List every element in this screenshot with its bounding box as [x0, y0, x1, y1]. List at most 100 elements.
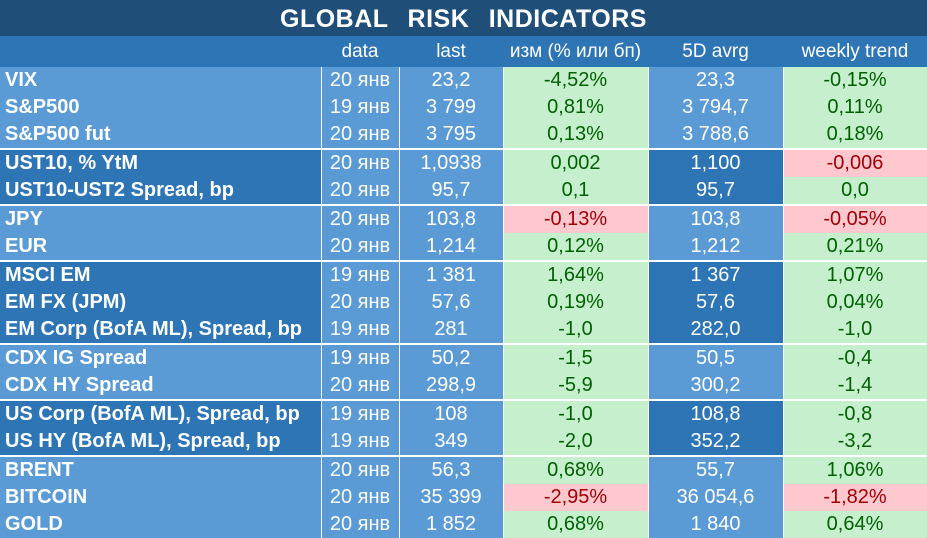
avg-5d-cell[interactable]: 57,6	[648, 289, 784, 316]
avg-5d-cell[interactable]: 3 788,6	[648, 121, 784, 149]
avg-5d-cell[interactable]: 36 054,6	[648, 484, 784, 511]
date-cell[interactable]: 20 янв	[321, 67, 400, 94]
last-value-cell[interactable]: 3 795	[399, 121, 504, 149]
last-value-cell[interactable]: 1 381	[399, 260, 504, 289]
last-value-cell[interactable]: 108	[399, 399, 504, 428]
change-cell[interactable]: -1,5	[503, 343, 649, 372]
indicator-name-cell[interactable]: EUR	[0, 233, 322, 261]
change-cell[interactable]: -4,52%	[503, 67, 649, 94]
indicator-name-cell[interactable]: CDX IG Spread	[0, 343, 322, 372]
date-cell[interactable]: 20 янв	[321, 455, 400, 484]
weekly-trend-cell[interactable]: -0,4	[783, 343, 927, 372]
weekly-trend-cell[interactable]: -1,82%	[783, 484, 927, 511]
weekly-trend-cell[interactable]: -0,15%	[783, 67, 927, 94]
date-cell[interactable]: 20 янв	[321, 204, 400, 233]
date-cell[interactable]: 19 янв	[321, 316, 400, 344]
indicator-name-cell[interactable]: UST10-UST2 Spread, bp	[0, 177, 322, 205]
weekly-trend-cell[interactable]: -3,2	[783, 428, 927, 456]
avg-5d-cell[interactable]: 108,8	[648, 399, 784, 428]
change-cell[interactable]: 0,19%	[503, 289, 649, 316]
date-cell[interactable]: 20 янв	[321, 121, 400, 149]
weekly-trend-cell[interactable]: -0,05%	[783, 204, 927, 233]
avg-5d-cell[interactable]: 95,7	[648, 177, 784, 205]
avg-5d-cell[interactable]: 1 367	[648, 260, 784, 289]
date-cell[interactable]: 20 янв	[321, 372, 400, 400]
avg-5d-cell[interactable]: 103,8	[648, 204, 784, 233]
weekly-trend-cell[interactable]: 0,18%	[783, 121, 927, 149]
indicator-name-cell[interactable]: EM Corp (BofA ML), Spread, bp	[0, 316, 322, 344]
indicator-name-cell[interactable]: VIX	[0, 67, 322, 94]
last-value-cell[interactable]: 57,6	[399, 289, 504, 316]
date-cell[interactable]: 19 янв	[321, 428, 400, 456]
change-cell[interactable]: -2,95%	[503, 484, 649, 511]
change-cell[interactable]: 0,68%	[503, 511, 649, 538]
indicator-name-cell[interactable]: MSCI EM	[0, 260, 322, 289]
indicator-name-cell[interactable]: JPY	[0, 204, 322, 233]
change-cell[interactable]: 0,81%	[503, 94, 649, 121]
indicator-name-cell[interactable]: EM FX (JPM)	[0, 289, 322, 316]
date-cell[interactable]: 20 янв	[321, 511, 400, 538]
weekly-trend-cell[interactable]: 0,21%	[783, 233, 927, 261]
change-cell[interactable]: 0,68%	[503, 455, 649, 484]
weekly-trend-cell[interactable]: -1,4	[783, 372, 927, 400]
indicator-name-cell[interactable]: UST10, % YtM	[0, 148, 322, 177]
avg-5d-cell[interactable]: 300,2	[648, 372, 784, 400]
weekly-trend-cell[interactable]: -0,8	[783, 399, 927, 428]
last-value-cell[interactable]: 1,214	[399, 233, 504, 261]
indicator-name-cell[interactable]: US HY (BofA ML), Spread, bp	[0, 428, 322, 456]
date-cell[interactable]: 20 янв	[321, 148, 400, 177]
indicator-name-cell[interactable]: S&P500 fut	[0, 121, 322, 149]
weekly-trend-cell[interactable]: 1,07%	[783, 260, 927, 289]
weekly-trend-cell[interactable]: 1,06%	[783, 455, 927, 484]
weekly-trend-cell[interactable]: 0,11%	[783, 94, 927, 121]
last-value-cell[interactable]: 103,8	[399, 204, 504, 233]
weekly-trend-cell[interactable]: 0,0	[783, 177, 927, 205]
last-value-cell[interactable]: 298,9	[399, 372, 504, 400]
date-cell[interactable]: 19 янв	[321, 94, 400, 121]
avg-5d-cell[interactable]: 1 840	[648, 511, 784, 538]
date-cell[interactable]: 20 янв	[321, 484, 400, 511]
date-cell[interactable]: 20 янв	[321, 177, 400, 205]
change-cell[interactable]: -5,9	[503, 372, 649, 400]
indicator-name-cell[interactable]: S&P500	[0, 94, 322, 121]
indicator-name-cell[interactable]: CDX HY Spread	[0, 372, 322, 400]
change-cell[interactable]: -1,0	[503, 316, 649, 344]
change-cell[interactable]: 0,13%	[503, 121, 649, 149]
change-cell[interactable]: -2,0	[503, 428, 649, 456]
last-value-cell[interactable]: 56,3	[399, 455, 504, 484]
indicator-name-cell[interactable]: GOLD	[0, 511, 322, 538]
indicator-name-cell[interactable]: US Corp (BofA ML), Spread, bp	[0, 399, 322, 428]
change-cell[interactable]: 1,64%	[503, 260, 649, 289]
last-value-cell[interactable]: 50,2	[399, 343, 504, 372]
date-cell[interactable]: 20 янв	[321, 233, 400, 261]
change-cell[interactable]: 0,1	[503, 177, 649, 205]
date-cell[interactable]: 20 янв	[321, 289, 400, 316]
weekly-trend-cell[interactable]: 0,04%	[783, 289, 927, 316]
date-cell[interactable]: 19 янв	[321, 399, 400, 428]
avg-5d-cell[interactable]: 55,7	[648, 455, 784, 484]
avg-5d-cell[interactable]: 3 794,7	[648, 94, 784, 121]
avg-5d-cell[interactable]: 50,5	[648, 343, 784, 372]
last-value-cell[interactable]: 1,0938	[399, 148, 504, 177]
change-cell[interactable]: -1,0	[503, 399, 649, 428]
avg-5d-cell[interactable]: 352,2	[648, 428, 784, 456]
weekly-trend-cell[interactable]: -0,006	[783, 148, 927, 177]
change-cell[interactable]: -0,13%	[503, 204, 649, 233]
avg-5d-cell[interactable]: 23,3	[648, 67, 784, 94]
avg-5d-cell[interactable]: 282,0	[648, 316, 784, 344]
last-value-cell[interactable]: 3 799	[399, 94, 504, 121]
weekly-trend-cell[interactable]: -1,0	[783, 316, 927, 344]
date-cell[interactable]: 19 янв	[321, 343, 400, 372]
last-value-cell[interactable]: 281	[399, 316, 504, 344]
last-value-cell[interactable]: 23,2	[399, 67, 504, 94]
change-cell[interactable]: 0,002	[503, 148, 649, 177]
change-cell[interactable]: 0,12%	[503, 233, 649, 261]
last-value-cell[interactable]: 35 399	[399, 484, 504, 511]
last-value-cell[interactable]: 95,7	[399, 177, 504, 205]
avg-5d-cell[interactable]: 1,212	[648, 233, 784, 261]
avg-5d-cell[interactable]: 1,100	[648, 148, 784, 177]
last-value-cell[interactable]: 349	[399, 428, 504, 456]
indicator-name-cell[interactable]: BRENT	[0, 455, 322, 484]
date-cell[interactable]: 19 янв	[321, 260, 400, 289]
indicator-name-cell[interactable]: BITCOIN	[0, 484, 322, 511]
